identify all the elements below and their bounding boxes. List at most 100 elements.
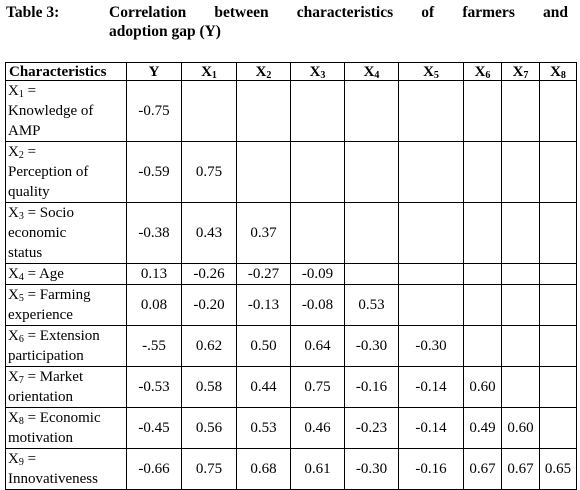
- table-cell: [398, 80, 464, 142]
- column-header: X7: [501, 62, 540, 81]
- column-header: X6: [463, 62, 502, 81]
- table-cell: -0.20: [181, 284, 237, 326]
- table-cell: -0.08: [290, 284, 345, 326]
- table-cell: -0.30: [398, 325, 464, 367]
- table-cell: -0.13: [236, 284, 291, 326]
- table-cell: [290, 202, 345, 264]
- table-cell: 0.44: [236, 366, 291, 408]
- table-cell: -0.45: [126, 407, 182, 449]
- table-cell: [501, 141, 540, 203]
- table-cell: [463, 263, 502, 285]
- table-cell: 0.61: [290, 448, 345, 490]
- table-cell: 0.64: [290, 325, 345, 367]
- row-label: X5 = Farming experience: [5, 284, 127, 326]
- table-cell: -0.75: [126, 80, 182, 142]
- table-cell: -0.53: [126, 366, 182, 408]
- table-cell: 0.46: [290, 407, 345, 449]
- row-label: X4 = Age: [5, 263, 127, 285]
- row-label: X8 = Economic motivation: [5, 407, 127, 449]
- table-row: X8 = Economic motivation -0.45 0.56 0.53 0.46…: [5, 407, 577, 449]
- column-header: X4: [344, 62, 399, 81]
- column-header: Characteristics: [5, 62, 127, 81]
- table-cell: 0.50: [236, 325, 291, 367]
- table-cell: -0.14: [398, 407, 464, 449]
- table-cell: [463, 80, 502, 142]
- table-cell: -0.23: [344, 407, 399, 449]
- table-cell: [398, 284, 464, 326]
- table-cell: [398, 263, 464, 285]
- table-cell: [463, 141, 502, 203]
- table-cell: 0.67: [463, 448, 502, 490]
- table-cell: 0.58: [181, 366, 237, 408]
- table-cell: 0.75: [181, 448, 237, 490]
- table-cell: 0.60: [463, 366, 502, 408]
- table-cell: 0.08: [126, 284, 182, 326]
- row-label: X9 = Innovativeness: [5, 448, 127, 490]
- table-cell: -0.66: [126, 448, 182, 490]
- table-cell: [344, 202, 399, 264]
- table-cell: [501, 366, 540, 408]
- table-cell: -0.59: [126, 141, 182, 203]
- column-header: X1: [181, 62, 237, 81]
- table-cell: 0.43: [181, 202, 237, 264]
- table-cell: 0.75: [181, 141, 237, 203]
- table-cell: -0.16: [344, 366, 399, 408]
- row-label: X6 = Extension participation: [5, 325, 127, 367]
- table-cell: [539, 202, 577, 264]
- table-cell: 0.60: [501, 407, 540, 449]
- column-header: X5: [398, 62, 464, 81]
- table-cell: 0.53: [236, 407, 291, 449]
- table-row: X2 = Perception of quality -0.59 0.75: [5, 141, 577, 203]
- table-cell: [501, 80, 540, 142]
- table-cell: [501, 263, 540, 285]
- table-cell: -0.30: [344, 325, 399, 367]
- table-cell: -.55: [126, 325, 182, 367]
- table-row: X1 = Knowledge of AMP -0.75: [5, 80, 577, 142]
- row-label: X3 = Socio economic status: [5, 202, 127, 264]
- column-header: X8: [539, 62, 577, 81]
- table-cell: 0.56: [181, 407, 237, 449]
- table-cell: -0.27: [236, 263, 291, 285]
- table-cell: [344, 80, 399, 142]
- table-cell: 0.49: [463, 407, 502, 449]
- table-cell: [539, 407, 577, 449]
- table-row: X3 = Socio economic status -0.38 0.43 0.37: [5, 202, 577, 264]
- table-cell: 0.68: [236, 448, 291, 490]
- correlation-table: Characteristics Y X1 X2 X3 X4 X5 X6 X7 X…: [5, 62, 577, 490]
- table-cell: [539, 284, 577, 326]
- column-header: Y: [126, 62, 182, 81]
- table-cell: [539, 141, 577, 203]
- table-cell: [344, 263, 399, 285]
- row-label: X7 = Market orientation: [5, 366, 127, 408]
- table-row: X9 = Innovativeness -0.66 0.75 0.68 0.61 -0.30…: [5, 448, 577, 490]
- table-row: X7 = Market orientation -0.53 0.58 0.44 0.75-…: [5, 366, 577, 408]
- table-title-line-2: adoption gap (Y): [109, 23, 221, 40]
- table-cell: 0.65: [539, 448, 577, 490]
- table-cell: [236, 141, 291, 203]
- table-cell: [398, 141, 464, 203]
- table-cell: [181, 80, 237, 142]
- table-cell: 0.37: [236, 202, 291, 264]
- table-cell: -0.14: [398, 366, 464, 408]
- table-cell: [501, 325, 540, 367]
- table-row: X5 = Farming experience 0.08 -0.20 -0.13 -0.0…: [5, 284, 577, 326]
- table-cell: [463, 325, 502, 367]
- table-cell: [463, 284, 502, 326]
- table-number: Table 3:: [6, 4, 60, 21]
- table-cell: -0.30: [344, 448, 399, 490]
- table-cell: 0.53: [344, 284, 399, 326]
- column-header: X2: [236, 62, 291, 81]
- table-cell: [463, 202, 502, 264]
- row-label: X1 = Knowledge of AMP: [5, 80, 127, 142]
- table-cell: [501, 284, 540, 326]
- table-cell: -0.16: [398, 448, 464, 490]
- table-cell: [539, 366, 577, 408]
- table-cell: [539, 325, 577, 367]
- row-label: X2 = Perception of quality: [5, 141, 127, 203]
- table-cell: [398, 202, 464, 264]
- table-title-line-1: Correlation between characteristics of f…: [109, 4, 568, 21]
- table-row: X4 = Age 0.13 -0.26 -0.27 -0.09: [5, 263, 577, 285]
- header-row: Characteristics Y X1 X2 X3 X4 X5 X6 X7 X…: [5, 62, 577, 81]
- table-cell: [290, 80, 345, 142]
- table-cell: -0.26: [181, 263, 237, 285]
